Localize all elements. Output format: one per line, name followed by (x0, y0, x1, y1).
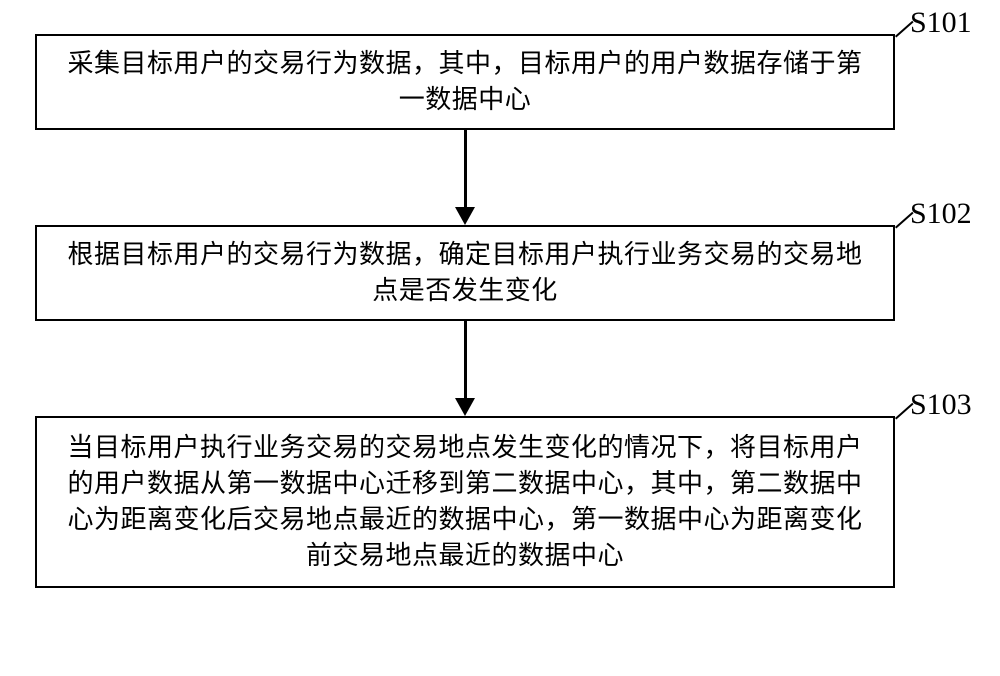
arrow-head-icon (455, 207, 475, 225)
step-label-3: S103 (910, 388, 972, 422)
flow-step-text: 采集目标用户的交易行为数据，其中，目标用户的用户数据存储于第一数据中心 (55, 46, 875, 118)
flow-step-text: 当目标用户执行业务交易的交易地点发生变化的情况下，将目标用户的用户数据从第一数据… (55, 430, 875, 574)
step-label-2: S102 (910, 197, 972, 231)
flow-step-2: 根据目标用户的交易行为数据，确定目标用户执行业务交易的交易地点是否发生变化 (35, 225, 895, 321)
flowchart-canvas: 采集目标用户的交易行为数据，其中，目标用户的用户数据存储于第一数据中心 S101 根… (0, 0, 1000, 676)
flow-step-1: 采集目标用户的交易行为数据，其中，目标用户的用户数据存储于第一数据中心 (35, 34, 895, 130)
step-label-1: S101 (910, 6, 972, 40)
flow-step-3: 当目标用户执行业务交易的交易地点发生变化的情况下，将目标用户的用户数据从第一数据… (35, 416, 895, 588)
arrow-shaft (464, 130, 467, 207)
flow-step-text: 根据目标用户的交易行为数据，确定目标用户执行业务交易的交易地点是否发生变化 (55, 237, 875, 309)
arrow-shaft (464, 321, 467, 398)
arrow-head-icon (455, 398, 475, 416)
